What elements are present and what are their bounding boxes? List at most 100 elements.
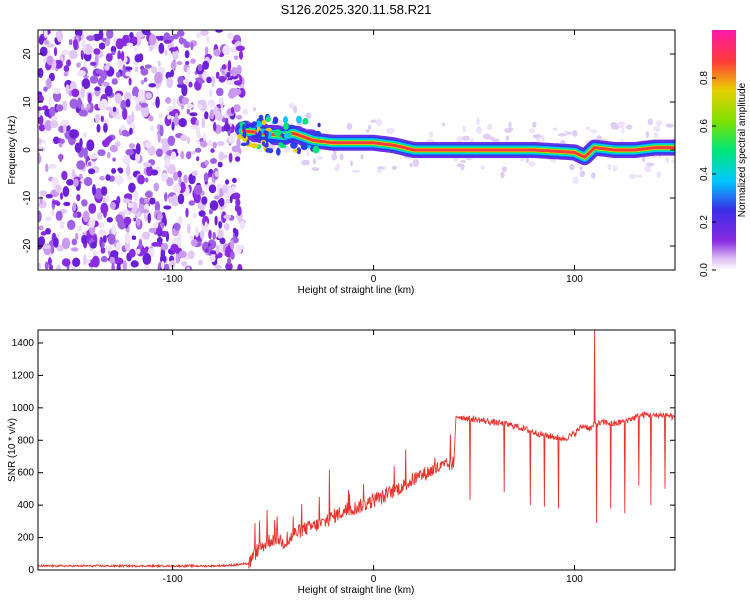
noise-blob	[175, 112, 179, 119]
halo-blob	[590, 129, 598, 134]
noise-blob	[177, 215, 183, 225]
noise-blob	[200, 30, 209, 36]
noise-blob	[236, 64, 242, 75]
halo-blob	[316, 156, 323, 160]
halo-blob	[391, 165, 398, 170]
x-tick-label: 100	[566, 574, 583, 585]
noise-blob	[94, 187, 103, 200]
noise-blob	[148, 33, 157, 46]
spectrogram-x-label: Height of straight line (km)	[298, 285, 415, 296]
noise-blob	[164, 157, 171, 168]
spectrogram-y-ticks: -20 -10 0 10 20	[22, 48, 675, 253]
noise-blob	[141, 30, 151, 36]
noise-blob	[83, 132, 87, 138]
noise-blob	[140, 68, 149, 76]
snr-marks	[38, 330, 675, 569]
noise-blob	[221, 64, 227, 70]
noise-blob	[59, 138, 65, 144]
halo-blob	[346, 122, 353, 130]
noise-blob	[115, 141, 121, 147]
noise-blob	[38, 152, 41, 164]
halo-blob	[528, 161, 536, 167]
snr-panel: -100 0 100 0 200 400 600 800 1000 1200 1400 Heigh…	[7, 329, 676, 596]
halo-blob	[532, 121, 537, 128]
turbulence-blob	[245, 123, 250, 129]
noise-blob	[202, 60, 210, 70]
noise-blob	[132, 86, 140, 98]
noise-blob	[112, 106, 117, 113]
noise-blob	[166, 177, 174, 187]
noise-blob	[181, 97, 189, 105]
turbulence-blob	[273, 129, 282, 137]
noise-blob	[50, 209, 55, 216]
halo-blob	[607, 164, 612, 170]
noise-blob	[52, 200, 60, 205]
noise-blob	[188, 81, 193, 88]
noise-blob	[101, 84, 105, 93]
noise-blob	[133, 217, 137, 222]
noise-blob	[158, 42, 165, 54]
noise-blob	[124, 232, 131, 244]
noise-blob	[180, 150, 185, 160]
noise-blob	[106, 136, 113, 143]
noise-blob	[226, 71, 231, 78]
noise-blob	[196, 132, 202, 139]
noise-blob	[175, 253, 181, 264]
noise-blob	[163, 39, 172, 44]
noise-blob	[102, 197, 107, 203]
noise-blob	[178, 177, 182, 186]
noise-blob	[111, 51, 116, 56]
noise-blob	[165, 263, 170, 270]
turbulence-blob	[261, 119, 267, 126]
noise-blob	[73, 178, 79, 187]
halo-blob	[312, 158, 316, 165]
noise-blob	[96, 212, 103, 220]
noise-blob	[217, 161, 223, 168]
halo-blob	[567, 131, 572, 135]
halo-blob	[409, 162, 413, 168]
noise-blob	[201, 117, 206, 129]
noise-blob	[140, 102, 149, 108]
noise-blob	[118, 168, 124, 174]
turbulence-blob	[312, 145, 320, 154]
y-tick-label: -10	[22, 190, 33, 205]
noise-blob	[122, 108, 128, 120]
turbulence-blob	[269, 139, 275, 144]
turbulence-blob	[290, 141, 298, 149]
noise-blob	[233, 80, 242, 86]
colorbar-tick-label: 0.0	[699, 263, 710, 277]
noise-blob	[227, 32, 233, 40]
noise-blob	[131, 235, 137, 241]
noise-blob	[143, 77, 148, 82]
noise-blob	[212, 141, 217, 149]
noise-blob	[188, 173, 196, 185]
halo-blob	[528, 128, 535, 134]
noise-blob	[68, 39, 73, 46]
turbulence-blob	[246, 139, 250, 146]
noise-blob	[215, 71, 220, 80]
y-tick-label: 600	[17, 468, 34, 479]
noise-blob	[176, 83, 185, 88]
noise-blob	[225, 179, 230, 185]
noise-blob	[38, 35, 44, 45]
halo-blob	[585, 126, 591, 131]
halo-blob	[476, 117, 480, 126]
noise-blob	[105, 245, 113, 251]
noise-blob	[236, 114, 243, 120]
halo-blob	[656, 171, 662, 179]
noise-blob	[160, 230, 168, 237]
noise-blob	[213, 195, 220, 200]
colorbar-tick-label: 0.2	[699, 215, 710, 229]
noise-blob	[43, 139, 47, 145]
noise-blob	[38, 115, 44, 125]
noise-blob	[170, 151, 177, 160]
halo-blob	[645, 131, 650, 139]
noise-blob	[96, 123, 101, 133]
noise-blob	[69, 98, 78, 109]
noise-blob	[186, 103, 194, 109]
noise-blob	[230, 239, 235, 250]
noise-blob	[100, 186, 108, 196]
noise-blob	[235, 156, 241, 162]
noise-blob	[218, 221, 223, 229]
noise-blob	[142, 253, 152, 265]
